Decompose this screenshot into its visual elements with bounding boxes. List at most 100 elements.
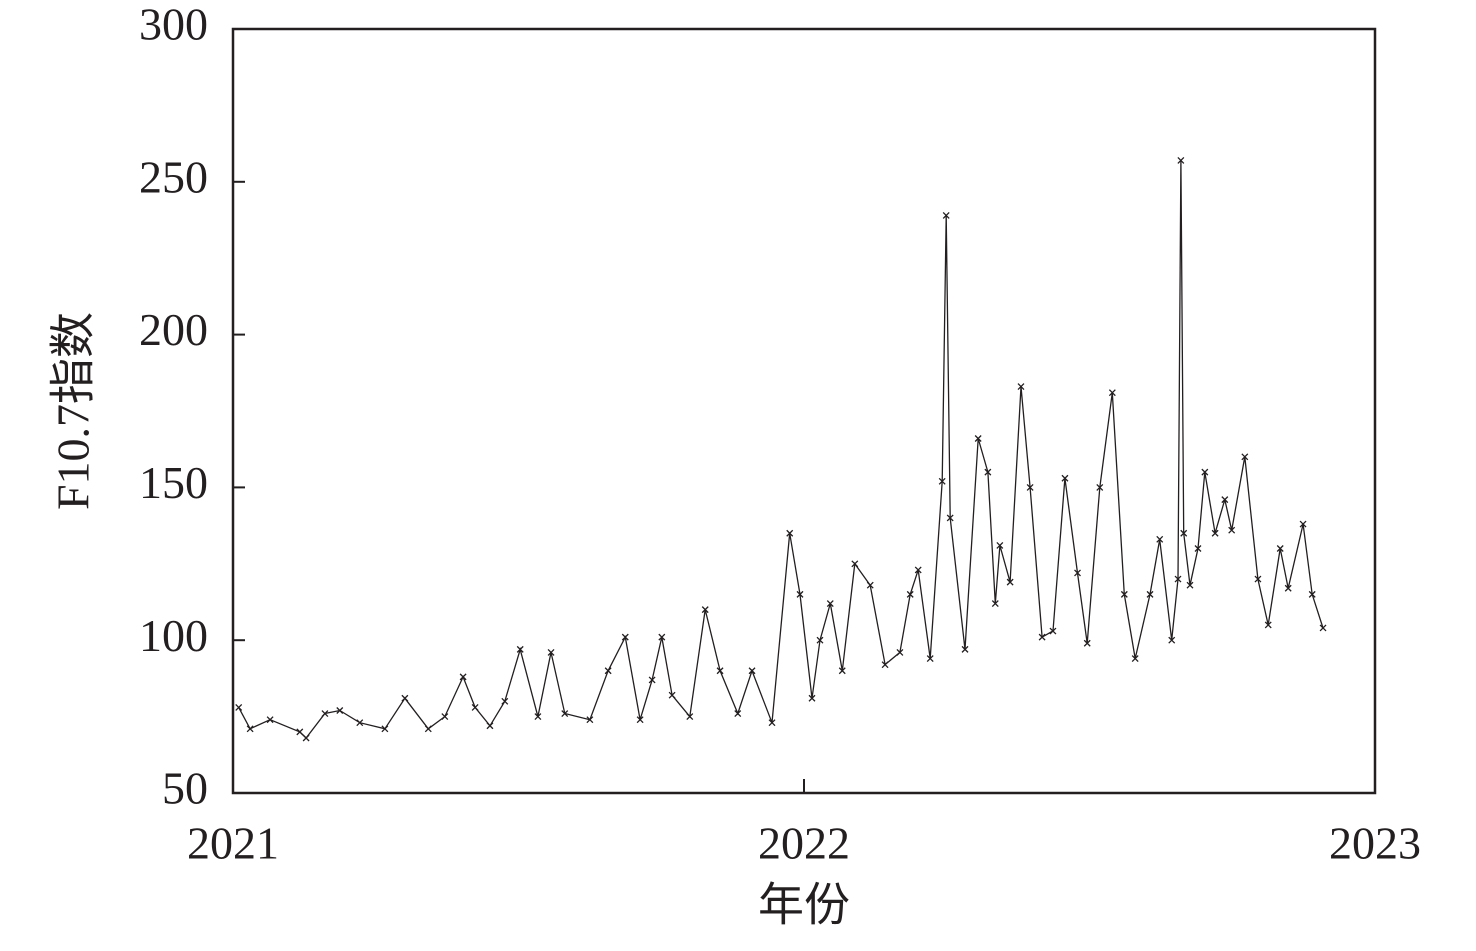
data-marker [1299, 520, 1307, 528]
data-marker [561, 710, 569, 718]
data-marker [816, 636, 824, 644]
data-marker [1180, 529, 1188, 537]
data-marker [984, 468, 992, 476]
y-tick-label: 250 [139, 151, 208, 202]
data-marker [866, 581, 874, 589]
data-marker [1038, 633, 1046, 641]
data-marker [1156, 535, 1164, 543]
x-tick-label: 2021 [187, 818, 279, 869]
data-marker [914, 566, 922, 574]
data-marker [1120, 590, 1128, 598]
data-marker [459, 673, 467, 681]
data-marker [1074, 569, 1081, 577]
data-marker [534, 713, 542, 721]
data-marker [516, 645, 524, 653]
data-marker [424, 725, 432, 733]
data-marker [796, 590, 804, 598]
data-marker [668, 691, 676, 699]
data-line [238, 160, 1324, 739]
data-marker [1168, 636, 1176, 644]
data-marker [1276, 545, 1284, 552]
data-marker [961, 645, 969, 653]
data-marker [486, 722, 494, 730]
data-marker [547, 648, 555, 656]
data-marker [748, 667, 756, 675]
y-axis-label: F10.7指数 [48, 312, 99, 510]
data-marker [1083, 639, 1091, 647]
data-marker [381, 725, 389, 733]
data-marker [1186, 581, 1194, 589]
data-marker [302, 734, 310, 742]
data-marker [1096, 483, 1104, 491]
data-marker [786, 529, 794, 537]
data-marker [235, 703, 243, 711]
x-tick-label: 2022 [758, 818, 850, 869]
data-marker [996, 542, 1004, 549]
data-marker [974, 435, 982, 442]
data-marker [1221, 496, 1229, 504]
y-tick-label: 100 [139, 610, 208, 661]
x-axis-label: 年份 [758, 880, 850, 931]
data-marker [734, 710, 742, 718]
data-marker [266, 716, 274, 724]
data-marker [296, 728, 304, 736]
data-marker [686, 713, 694, 721]
data-marker [1131, 655, 1139, 662]
data-marker [1264, 621, 1272, 629]
data-marker [321, 710, 329, 718]
data-marker [701, 606, 709, 614]
data-marker [1017, 383, 1025, 391]
data-marker [1228, 526, 1236, 534]
data-marker [401, 694, 409, 702]
data-marker [906, 590, 914, 598]
data-marker [938, 477, 946, 485]
data-marker [336, 707, 344, 714]
data-marker [838, 667, 846, 675]
data-marker [648, 676, 656, 684]
data-marker [826, 600, 834, 607]
data-marker [716, 667, 724, 675]
x-tick-label: 2023 [1329, 818, 1421, 869]
data-marker [246, 725, 254, 733]
data-marker [636, 716, 644, 724]
data-marker [946, 514, 954, 522]
y-tick-label: 200 [139, 304, 208, 355]
data-marker [1241, 453, 1249, 461]
y-tick-label: 50 [162, 763, 208, 814]
data-marker [1177, 156, 1185, 164]
data-marker [1026, 483, 1034, 491]
data-marker [1006, 578, 1014, 586]
data-marker [991, 600, 999, 607]
data-marker [896, 648, 904, 656]
data-marker [926, 655, 934, 662]
data-marker [441, 713, 449, 721]
data-marker [881, 661, 889, 669]
data-marker [808, 694, 816, 702]
data-marker [658, 633, 666, 641]
data-marker [1284, 584, 1292, 592]
data-marker [1108, 389, 1116, 397]
data-marker [851, 560, 859, 568]
data-marker [1211, 529, 1219, 537]
data-marker [1319, 624, 1327, 632]
data-marker [768, 719, 776, 727]
data-marker [1061, 474, 1069, 482]
data-marker [356, 719, 364, 727]
data-marker [942, 211, 950, 219]
data-marker [604, 667, 612, 675]
data-marker [1049, 627, 1057, 635]
data-marker [1174, 575, 1182, 583]
y-tick-label: 300 [139, 0, 208, 50]
data-marker [501, 697, 509, 705]
data-marker [1254, 575, 1262, 583]
data-marker [1146, 590, 1154, 598]
data-marker [621, 633, 629, 641]
plot-frame [231, 27, 1377, 795]
data-marker [471, 703, 479, 711]
data-marker [1308, 590, 1316, 598]
data-marker [586, 716, 594, 724]
y-tick-label: 150 [139, 457, 208, 508]
data-marker [1194, 545, 1202, 552]
data-marker [1201, 468, 1209, 476]
